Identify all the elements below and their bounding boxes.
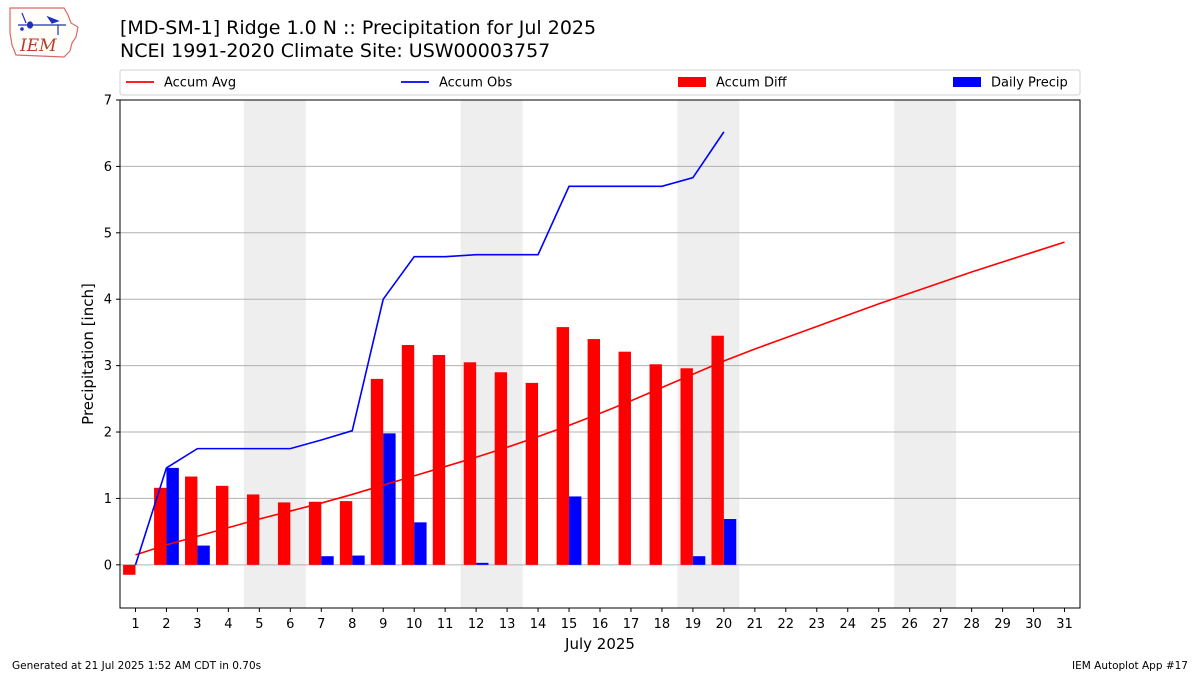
x-tick-label-2: 2 [162,617,170,632]
daily-precip-bar-10 [414,522,427,565]
y-axis-label: Precipitation [inch] [79,283,97,425]
x-tick-label-27: 27 [932,617,949,632]
weekend-shade-26-27 [894,100,957,608]
x-tick-label-30: 30 [1025,617,1042,632]
y-tick-label-7: 7 [104,94,112,109]
legend-label-accum-avg: Accum Avg [164,76,236,91]
daily-precip-bar-9 [383,433,396,565]
accum-diff-bar-6 [277,502,291,565]
x-tick-label-8: 8 [348,617,356,632]
accum-diff-bar-7 [308,501,322,565]
x-tick-label-24: 24 [839,617,856,632]
accum-diff-bar-13 [494,372,508,565]
generated-timestamp: Generated at 21 Jul 2025 1:52 AM CDT in … [12,660,262,672]
x-tick-label-12: 12 [468,617,485,632]
accum-diff-bar-1 [123,564,136,575]
x-axis-label: July 2025 [564,635,635,653]
x-tick-label-7: 7 [317,617,325,632]
x-tick-label-31: 31 [1056,617,1073,632]
y-tick-label-5: 5 [104,226,112,241]
x-tick-label-1: 1 [131,617,139,632]
x-tick-label-28: 28 [963,617,980,632]
accum-diff-bar-14 [525,382,539,565]
y-tick-label-6: 6 [104,160,112,175]
legend-label-accum-diff: Accum Diff [716,76,788,91]
x-tick-label-18: 18 [654,617,671,632]
accum-diff-bar-16 [587,339,600,565]
x-tick-label-4: 4 [224,617,232,632]
x-axis: 1 2 3 4 5 6 7 8 9 10 11 12 13 14 15 16 17 18 19 20 21 22 23 24 2… [131,608,1073,632]
x-tick-label-16: 16 [592,617,609,632]
accum-diff-bar-19 [680,368,693,565]
daily-precip-bar-8 [352,555,365,565]
y-tick-label-4: 4 [104,293,112,308]
x-tick-label-22: 22 [778,617,795,632]
daily-precip-bar-3 [197,545,210,565]
y-axis: 0 1 2 3 4 5 6 7 [104,94,120,573]
x-tick-label-14: 14 [530,617,547,632]
accum-diff-bar-20 [711,335,724,565]
accum-obs-line [134,131,725,566]
accum-diff-bar-15 [556,327,570,565]
daily-precip-bar-15 [569,496,582,565]
x-tick-label-5: 5 [255,617,263,632]
chart-title: [MD-SM-1] Ridge 1.0 N :: Precipitation f… [120,17,597,39]
state-outline-icon [9,7,79,58]
accum-diff-bar-17 [618,351,631,565]
x-tick-label-25: 25 [870,617,887,632]
legend-label-accum-obs: Accum Obs [439,76,512,91]
y-tick-label-0: 0 [104,558,112,573]
x-tick-label-9: 9 [379,617,387,632]
x-tick-label-6: 6 [286,617,294,632]
legend-swatch-daily-precip [953,77,981,87]
accum-diff-bar-18 [649,364,662,565]
x-tick-label-17: 17 [623,617,640,632]
x-tick-label-29: 29 [994,617,1011,632]
daily-precip-bar-7 [321,556,334,565]
bars [123,327,737,575]
app-credit: IEM Autoplot App #17 [1072,660,1188,672]
daily-precip-bar-2 [166,467,179,565]
accum-diff-bar-11 [432,354,446,565]
daily-precip-bar-12 [476,562,489,565]
x-tick-label-19: 19 [685,617,702,632]
accum-diff-bar-4 [216,485,229,565]
legend-label-daily-precip: Daily Precip [991,76,1068,91]
accum-diff-bar-5 [246,494,260,565]
y-tick-label-3: 3 [104,359,112,374]
accum-diff-bar-10 [401,345,415,565]
accum-diff-bar-3 [185,476,198,565]
legend: Accum Avg Accum Obs Accum Diff Daily Precip [119,69,1081,96]
x-tick-label-11: 11 [437,617,454,632]
legend-box [119,69,1081,96]
y-tick-label-2: 2 [104,426,112,441]
accum-diff-bar-12 [463,362,477,565]
y-tick-label-1: 1 [104,492,112,507]
chart-subtitle: NCEI 1991-2020 Climate Site: USW00003757 [120,40,551,62]
x-tick-label-10: 10 [406,617,423,632]
weather-station-icon [18,12,66,35]
iem-logo: IEM [9,7,79,58]
x-tick-label-3: 3 [193,617,201,632]
accum-avg-line [135,241,1065,556]
legend-swatch-accum-diff [678,77,706,87]
accum-diff-bar-8 [339,501,353,565]
x-tick-label-23: 23 [809,617,826,632]
weekend-shading [243,100,957,608]
x-tick-label-20: 20 [716,617,733,632]
lines [134,131,1065,566]
x-tick-label-26: 26 [901,617,918,632]
x-tick-label-13: 13 [499,617,516,632]
daily-precip-bar-20 [723,519,737,565]
x-tick-label-15: 15 [561,617,578,632]
daily-precip-bar-19 [692,556,706,565]
accum-diff-bar-9 [370,378,384,565]
x-tick-label-21: 21 [747,617,764,632]
logo-text: IEM [19,36,57,56]
